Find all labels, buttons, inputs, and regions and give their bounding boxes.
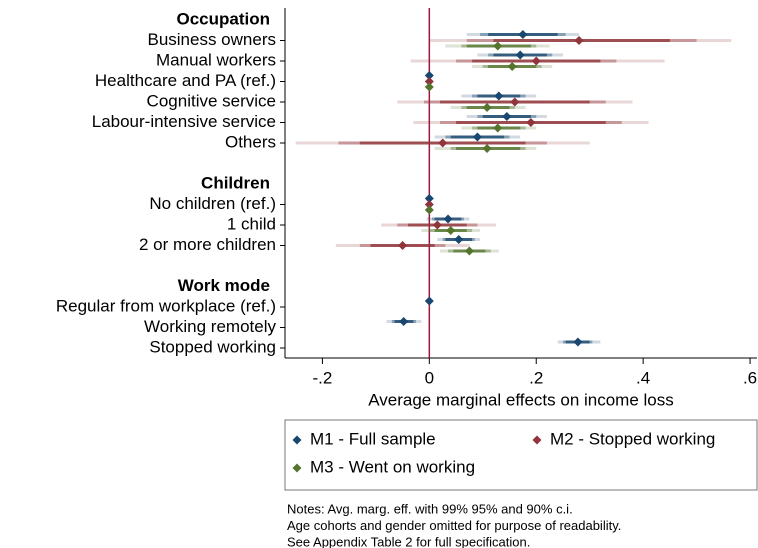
point-estimate	[482, 144, 492, 153]
point-estimate	[472, 132, 482, 142]
point-estimate	[482, 103, 492, 112]
point-estimate	[494, 91, 504, 101]
point-estimate	[424, 200, 434, 209]
point-estimate	[424, 82, 434, 92]
category-label: Regular from workplace (ref.)	[56, 296, 276, 315]
point-estimate	[424, 71, 434, 80]
point-estimate	[493, 123, 503, 133]
category-label: Working remotely	[144, 317, 276, 336]
point-estimate	[443, 214, 453, 224]
category-label: Business owners	[147, 30, 276, 49]
group-header: Children	[201, 173, 270, 192]
category-label: Manual workers	[156, 50, 276, 69]
note: Notes: Avg. marg. eff. with 99% 95% and …	[287, 501, 573, 516]
category-label: Stopped working	[149, 337, 276, 356]
point-estimate	[424, 205, 434, 215]
point-estimate	[515, 50, 525, 60]
legend-marker	[532, 435, 542, 445]
note: Age cohorts and gender omitted for purpo…	[287, 518, 621, 533]
legend-label: M3 - Went on working	[310, 457, 475, 476]
x-tick-label: .2	[529, 368, 543, 387]
x-tick-label: .6	[743, 368, 757, 387]
point-estimate	[526, 118, 536, 127]
category-label: Cognitive service	[147, 91, 276, 110]
point-estimate	[399, 317, 409, 326]
category-label: Others	[225, 132, 276, 151]
group-header: Work mode	[178, 276, 270, 295]
legend-marker	[292, 435, 302, 445]
legend-box	[284, 419, 758, 491]
point-estimate	[424, 194, 434, 203]
point-estimate	[573, 337, 583, 347]
legend-label: M1 - Full sample	[310, 429, 436, 448]
point-estimate	[464, 246, 474, 256]
legend-label: M2 - Stopped working	[550, 429, 715, 448]
point-estimate	[398, 241, 408, 250]
legend-marker	[292, 463, 302, 473]
point-estimate	[446, 226, 456, 235]
point-estimate	[432, 220, 442, 230]
point-estimate	[502, 112, 512, 121]
group-header: Occupation	[176, 9, 270, 28]
x-tick-label: .4	[636, 368, 650, 387]
point-estimate	[454, 235, 464, 244]
point-estimate	[531, 56, 541, 66]
point-estimate	[518, 30, 528, 39]
category-label: No children (ref.)	[149, 194, 276, 213]
point-estimate	[507, 62, 517, 71]
category-label: Healthcare and PA (ref.)	[95, 71, 276, 90]
note: See Appendix Table 2 for full specificat…	[287, 534, 530, 548]
x-tick-label: -.2	[312, 368, 332, 387]
point-estimate	[510, 97, 520, 107]
category-label: Labour-intensive service	[92, 112, 276, 131]
point-estimate	[574, 36, 584, 45]
point-estimate	[493, 41, 503, 51]
x-tick-label: 0	[425, 368, 434, 387]
point-estimate	[438, 138, 448, 148]
point-estimate	[424, 296, 434, 306]
x-axis-label: Average marginal effects on income loss	[368, 390, 674, 409]
point-estimate	[424, 77, 434, 86]
category-label: 1 child	[227, 214, 276, 233]
category-label: 2 or more children	[139, 235, 276, 254]
